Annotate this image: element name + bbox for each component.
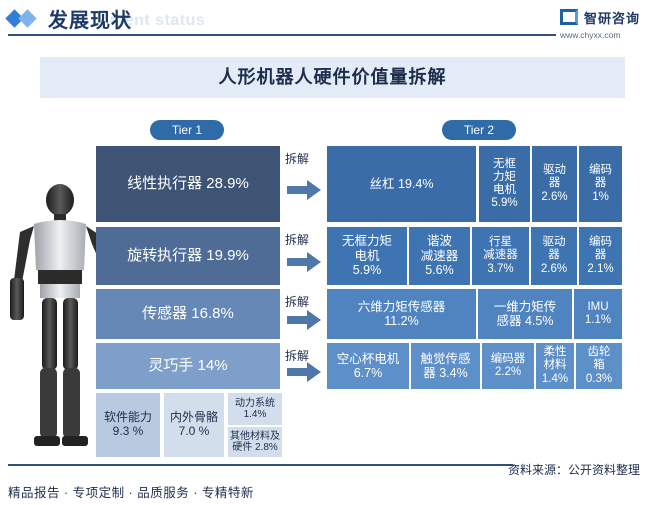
humanoid-robot-icon <box>10 184 122 446</box>
split-label: 拆解 <box>285 152 310 166</box>
tier2-box: 编码 器 1% <box>579 146 622 222</box>
footer-band <box>0 475 657 505</box>
tier2-box: 编码器 2.2% <box>482 343 534 389</box>
tier2-box: 一维力矩传 感器 4.5% <box>478 289 572 339</box>
page-title: 发展现状 <box>48 10 132 32</box>
tier2-box: 驱动 器 2.6% <box>531 227 577 285</box>
tier1-box: 传感器 16.8% <box>96 289 280 339</box>
brand-logo: 智研咨询 www.chyxx.com <box>560 6 656 40</box>
logo-url: www.chyxx.com <box>560 30 621 40</box>
tier2-box: 行星 减速器 3.7% <box>472 227 529 285</box>
split-arrow-icon <box>287 362 321 382</box>
header-diamond-icon <box>5 8 42 30</box>
tier2-box: 编码 器 2.1% <box>579 227 622 285</box>
header-divider <box>8 34 556 36</box>
tier2-box: 柔性 材料 1.4% <box>536 343 574 389</box>
source-note: 资料来源：公开资料整理 <box>508 463 641 477</box>
others-box: 软件能力 9.3 % <box>96 393 160 457</box>
footer-slogan: 精品报告 · 专项定制 · 品质服务 · 专精特新 <box>8 486 254 500</box>
split-arrow-icon <box>287 252 321 272</box>
tier2-box: 无框 力矩 电机 5.9% <box>479 146 530 222</box>
tier2-box: 驱动 器 2.6% <box>532 146 577 222</box>
tier2-box: 齿轮 箱 0.3% <box>576 343 622 389</box>
tier2-box: 丝杠 19.4% <box>327 146 476 222</box>
split-label: 拆解 <box>285 349 310 363</box>
tier2-label: Tier 2 <box>442 120 516 140</box>
split-label: 拆解 <box>285 233 310 247</box>
tier1-box: 灵巧手 14% <box>96 343 280 389</box>
chart-title-background <box>40 57 625 98</box>
tier2-box: 无框力矩 电机 5.9% <box>327 227 407 285</box>
footer-divider <box>8 464 513 466</box>
split-label: 拆解 <box>285 295 310 309</box>
logo-mark-icon <box>560 9 578 25</box>
logo-name: 智研咨询 <box>584 11 641 26</box>
split-arrow-icon <box>287 180 321 200</box>
tier2-box: 空心杯电机 6.7% <box>327 343 409 389</box>
header-subtitle-watermark: ment status <box>110 12 206 29</box>
tier1-box: 旋转执行器 19.9% <box>96 227 280 285</box>
tier2-box: 触觉传感 器 3.4% <box>411 343 480 389</box>
tier2-box: 谐波 减速器 5.6% <box>409 227 470 285</box>
others-box: 动力系统 1.4% <box>228 393 282 425</box>
others-box: 内外骨骼 7.0 % <box>164 393 224 457</box>
tier2-box: 六维力矩传感器 11.2% <box>327 289 476 339</box>
split-arrow-icon <box>287 310 321 330</box>
others-box: 其他材料及 硬件 2.8% <box>228 427 282 457</box>
tier1-box: 线性执行器 28.9% <box>96 146 280 222</box>
chart-title: 人形机器人硬件价值量拆解 <box>218 67 447 87</box>
tier1-label: Tier 1 <box>150 120 224 140</box>
tier2-box: IMU 1.1% <box>574 289 622 339</box>
